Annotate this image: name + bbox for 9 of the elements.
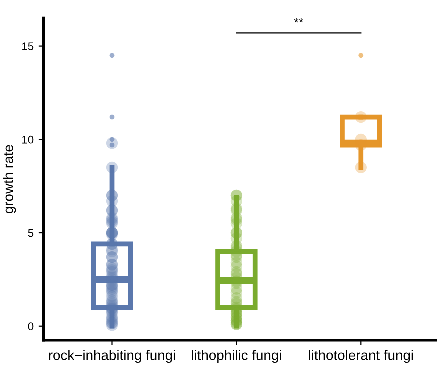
annotation: ** [294,18,304,23]
y-axis-title: growth rate [3,145,16,214]
y-tick-label: 0 [28,322,34,331]
x-tick-label: lithophilic fungi [192,350,282,364]
y-tick-label: 10 [22,136,34,144]
y-tick-label: 5 [28,229,34,238]
x-tick-label: lithotolerant fungi [309,350,414,364]
x-tick-label: rock−inhabiting fungi [49,350,176,364]
y-tick-label: 15 [22,42,34,50]
